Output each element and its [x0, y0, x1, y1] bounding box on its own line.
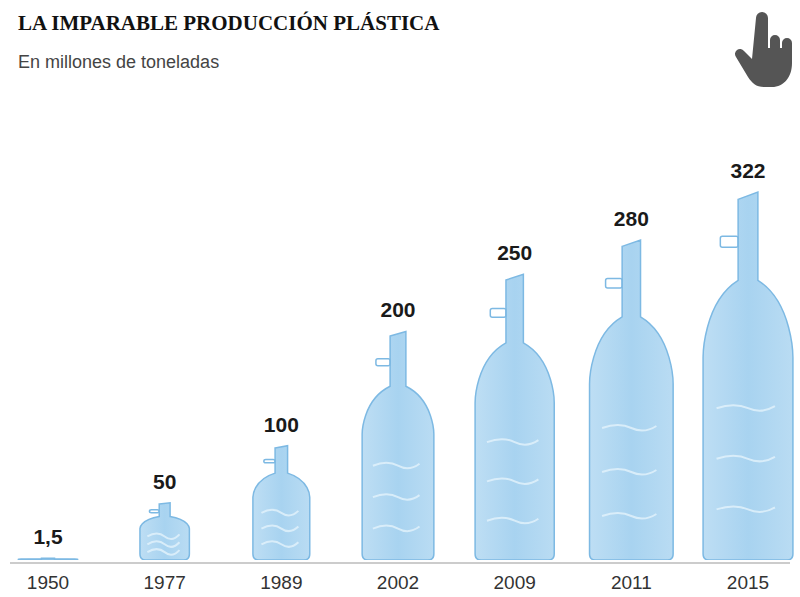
subtitle: En millones de toneladas: [18, 52, 219, 72]
tap-icon: [735, 12, 792, 87]
bottle-crinkle: [602, 425, 656, 431]
bottle-crinkle: [147, 541, 179, 547]
bars: [18, 192, 793, 560]
bottle-crinkle: [261, 526, 298, 532]
bottle-crinkle: [373, 526, 420, 532]
x-tick-label: 2002: [377, 572, 419, 593]
bottle-handle: [720, 236, 738, 247]
bottle-crinkle: [602, 513, 656, 519]
bottle-crinkle: [717, 405, 775, 411]
bottle-handle: [490, 309, 506, 318]
x-tick-label: 1989: [260, 572, 302, 593]
bottle-handle: [606, 278, 623, 288]
bottle-crinkle: [261, 510, 298, 516]
bottle-handle: [376, 359, 390, 366]
x-tick-label: 1950: [27, 572, 69, 593]
x-tick-label: 2015: [727, 572, 769, 593]
bottle-crinkle: [147, 549, 179, 555]
data-label: 100: [264, 413, 299, 436]
bar: [253, 446, 310, 560]
data-label: 280: [614, 207, 649, 230]
bottle-crinkle: [487, 478, 538, 484]
labels: 1,5 50 100 200 250 280 322: [33, 159, 765, 548]
tap-icon-hand: [735, 12, 792, 87]
bottle-crinkle: [717, 456, 775, 462]
bottle-handle: [149, 510, 159, 513]
bottle-crinkle: [373, 494, 420, 500]
data-label: 250: [497, 241, 532, 264]
bar: [362, 331, 434, 560]
x-tick-label: 1977: [144, 572, 186, 593]
bottle-crinkle: [373, 463, 420, 469]
data-label: 1,5: [33, 525, 63, 548]
bottle-crinkle: [487, 439, 538, 445]
chart-svg: LA IMPARABLE PRODUCCIÓN PLÁSTICA En millo…: [0, 0, 800, 597]
bottle-crinkle: [717, 506, 775, 512]
bar: [18, 558, 77, 560]
title: LA IMPARABLE PRODUCCIÓN PLÁSTICA: [18, 11, 440, 35]
data-label: 50: [153, 470, 176, 493]
data-label: 322: [730, 159, 765, 182]
chart-container: LA IMPARABLE PRODUCCIÓN PLÁSTICA En millo…: [0, 0, 800, 597]
bottle-crinkle: [261, 541, 298, 547]
data-label: 200: [380, 298, 415, 321]
baseline: [10, 563, 790, 564]
bottle-crinkle: [602, 469, 656, 475]
bar: [140, 503, 189, 560]
bar: [475, 274, 554, 560]
x-tick-label: 2011: [611, 572, 652, 593]
bar: [703, 192, 793, 560]
bottle-crinkle: [487, 518, 538, 524]
bottle-handle: [264, 459, 275, 462]
bottle-crinkle: [147, 533, 179, 539]
bar: [590, 240, 674, 560]
x-tick-label: 2009: [494, 572, 536, 593]
